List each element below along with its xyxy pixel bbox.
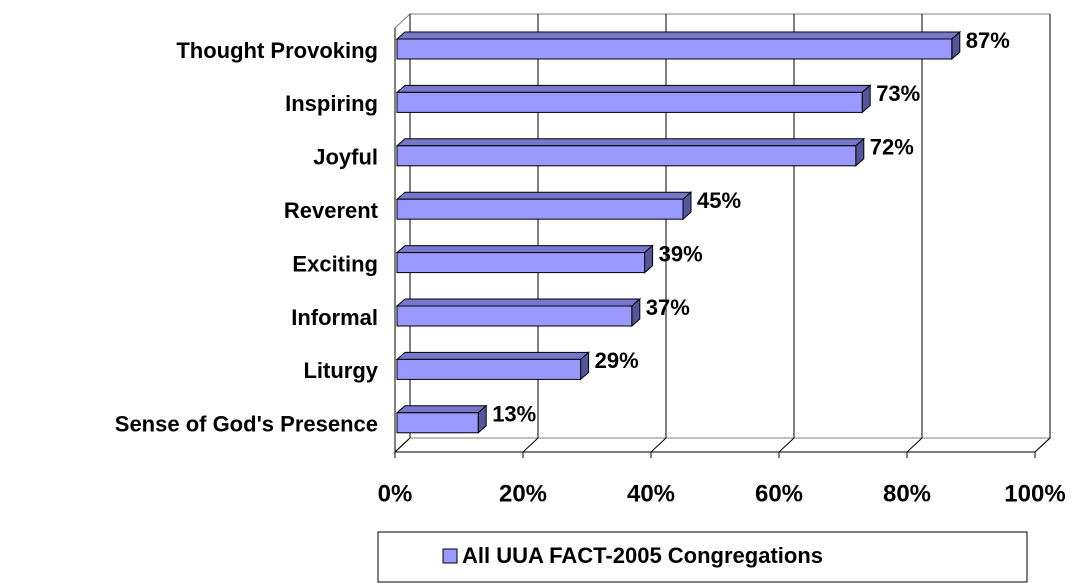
x-tick-label: 20% xyxy=(499,480,547,507)
bar xyxy=(396,412,479,434)
bar-top xyxy=(395,191,693,200)
legend-swatch xyxy=(442,548,458,564)
y-tick-label: Informal xyxy=(291,305,378,330)
grid-line xyxy=(1034,14,1051,453)
side-wall xyxy=(394,12,411,454)
value-label: 72% xyxy=(870,135,914,160)
legend-label: All UUA FACT-2005 Congregations xyxy=(462,543,823,568)
bar xyxy=(396,145,857,167)
bar-top xyxy=(395,298,642,307)
y-tick-label: Joyful xyxy=(313,145,378,170)
x-tick-label: 40% xyxy=(627,480,675,507)
y-tick-label: Sense of God's Presence xyxy=(115,412,378,437)
value-label: 29% xyxy=(595,348,639,373)
grid-line xyxy=(906,14,923,453)
value-label: 39% xyxy=(659,241,703,266)
value-label: 45% xyxy=(697,188,741,213)
bar-top xyxy=(395,405,488,414)
bar-top xyxy=(395,84,872,93)
legend xyxy=(377,531,1028,583)
value-label: 13% xyxy=(492,402,536,427)
bar xyxy=(396,305,633,327)
floor xyxy=(393,437,1052,453)
x-tick-label: 100% xyxy=(1004,480,1065,507)
bar xyxy=(396,198,684,220)
value-label: 37% xyxy=(646,295,690,320)
bar-top xyxy=(395,351,590,360)
bar xyxy=(396,38,953,60)
value-label: 87% xyxy=(966,28,1010,53)
bar xyxy=(396,252,646,274)
y-tick-label: Thought Provoking xyxy=(176,38,378,63)
x-tick-label: 0% xyxy=(378,480,413,507)
y-tick-label: Inspiring xyxy=(285,91,378,116)
bar-top xyxy=(395,138,866,147)
x-tick-label: 80% xyxy=(883,480,931,507)
y-tick-label: Reverent xyxy=(284,198,379,223)
y-tick-label: Exciting xyxy=(292,251,378,276)
bar xyxy=(396,358,582,380)
y-tick-label: Liturgy xyxy=(303,358,378,383)
value-label: 73% xyxy=(876,81,920,106)
x-tick-label: 60% xyxy=(755,480,803,507)
bar xyxy=(396,91,863,113)
bar-top xyxy=(395,245,654,254)
bar-top xyxy=(395,31,962,40)
